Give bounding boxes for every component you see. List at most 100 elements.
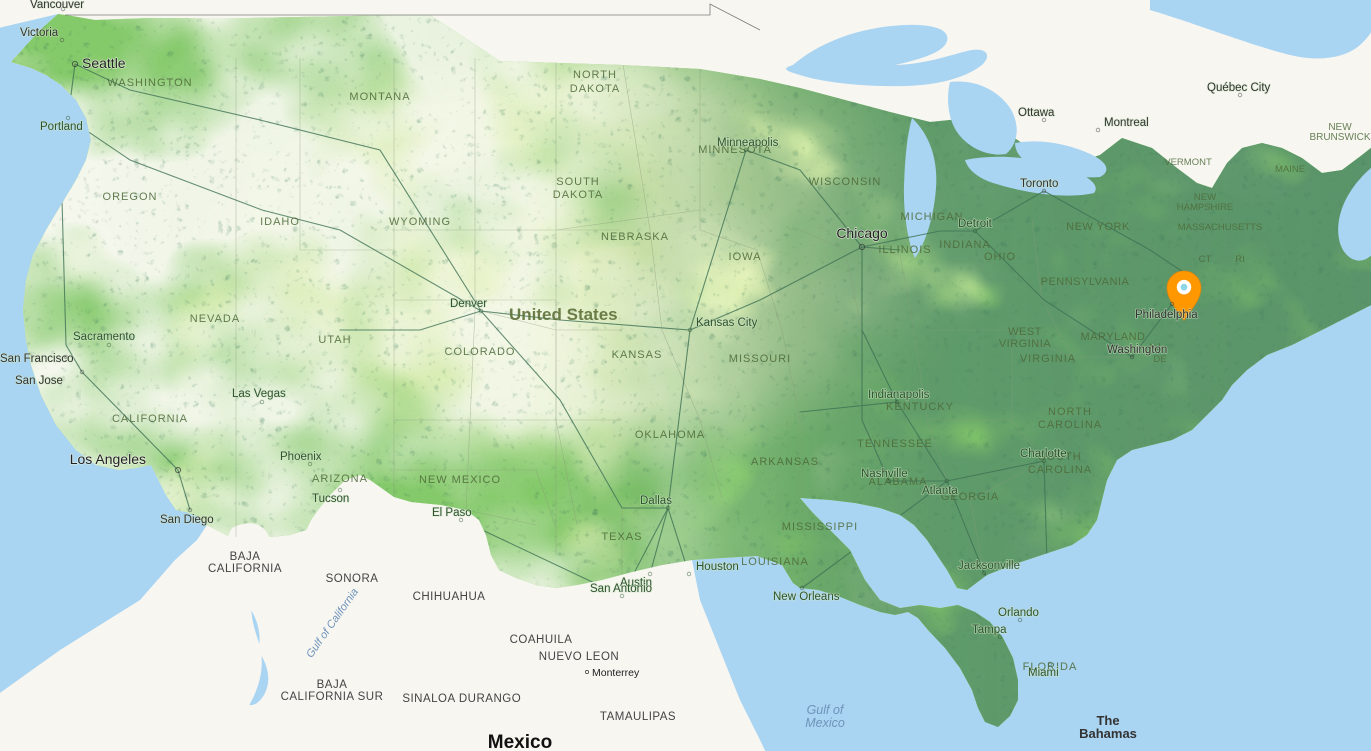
svg-text:Québec City: Québec City bbox=[1207, 82, 1271, 94]
svg-text:LOUISIANA: LOUISIANA bbox=[741, 556, 809, 568]
svg-text:MONTANA: MONTANA bbox=[349, 91, 410, 103]
svg-text:WISCONSIN: WISCONSIN bbox=[809, 176, 882, 188]
svg-text:CT: CT bbox=[1199, 254, 1212, 265]
svg-text:Mexico: Mexico bbox=[805, 716, 845, 730]
svg-text:HAMPSHIRE: HAMPSHIRE bbox=[1177, 202, 1233, 213]
svg-text:Portland: Portland bbox=[40, 121, 83, 133]
svg-text:DURANGO: DURANGO bbox=[459, 693, 521, 705]
svg-text:United States: United States bbox=[509, 305, 618, 324]
svg-text:CALIFORNIA: CALIFORNIA bbox=[112, 413, 188, 425]
svg-text:Monterrey: Monterrey bbox=[592, 667, 640, 679]
svg-text:Ottawa: Ottawa bbox=[1018, 107, 1055, 119]
svg-text:DAKOTA: DAKOTA bbox=[553, 189, 603, 201]
svg-text:NORTH: NORTH bbox=[573, 69, 617, 81]
svg-text:COLORADO: COLORADO bbox=[445, 346, 516, 358]
svg-text:Toronto: Toronto bbox=[1020, 178, 1058, 190]
svg-text:Indianapolis: Indianapolis bbox=[868, 389, 930, 401]
svg-text:NEVADA: NEVADA bbox=[190, 313, 240, 325]
svg-text:CAROLINA: CAROLINA bbox=[1028, 464, 1092, 476]
svg-text:VIRGINIA: VIRGINIA bbox=[999, 338, 1051, 350]
svg-text:NEW MEXICO: NEW MEXICO bbox=[419, 474, 501, 486]
svg-text:Kansas City: Kansas City bbox=[696, 317, 758, 329]
svg-text:PENNSYLVANIA: PENNSYLVANIA bbox=[1041, 276, 1130, 288]
svg-text:Sacramento: Sacramento bbox=[73, 331, 135, 343]
svg-text:Victoria: Victoria bbox=[20, 27, 59, 39]
svg-text:COAHUILA: COAHUILA bbox=[510, 634, 573, 646]
svg-text:WASHINGTON: WASHINGTON bbox=[107, 77, 192, 89]
svg-text:Las Vegas: Las Vegas bbox=[232, 388, 286, 400]
svg-text:TENNESSEE: TENNESSEE bbox=[857, 438, 933, 450]
svg-text:MICHIGAN: MICHIGAN bbox=[901, 211, 964, 223]
svg-text:Washington: Washington bbox=[1107, 344, 1167, 356]
svg-text:San Diego: San Diego bbox=[160, 514, 214, 526]
svg-text:SONORA: SONORA bbox=[326, 573, 379, 585]
svg-text:Chicago: Chicago bbox=[836, 225, 888, 241]
svg-text:Tucson: Tucson bbox=[312, 493, 349, 505]
svg-text:Phoenix: Phoenix bbox=[280, 451, 322, 463]
svg-text:UTAH: UTAH bbox=[318, 334, 351, 346]
svg-text:RI: RI bbox=[1235, 254, 1245, 265]
svg-text:Philadelphia: Philadelphia bbox=[1135, 309, 1198, 321]
svg-text:DAKOTA: DAKOTA bbox=[570, 83, 620, 95]
svg-text:KANSAS: KANSAS bbox=[612, 349, 663, 361]
svg-text:CAROLINA: CAROLINA bbox=[1038, 419, 1102, 431]
svg-text:OKLAHOMA: OKLAHOMA bbox=[635, 429, 705, 441]
svg-text:OREGON: OREGON bbox=[103, 191, 158, 203]
svg-text:NUEVO LEON: NUEVO LEON bbox=[539, 651, 619, 663]
svg-text:Orlando: Orlando bbox=[998, 607, 1039, 619]
svg-text:NORTH: NORTH bbox=[1048, 406, 1092, 418]
svg-text:INDIANA: INDIANA bbox=[939, 239, 991, 251]
svg-text:MAINE: MAINE bbox=[1275, 164, 1305, 175]
svg-text:San Jose: San Jose bbox=[15, 375, 63, 387]
svg-text:Minneapolis: Minneapolis bbox=[717, 137, 779, 149]
svg-text:San Francisco: San Francisco bbox=[0, 353, 74, 365]
svg-text:Gulf of: Gulf of bbox=[807, 703, 845, 717]
svg-text:El Paso: El Paso bbox=[432, 507, 472, 519]
svg-text:MASSACHUSETTS: MASSACHUSETTS bbox=[1178, 222, 1262, 233]
svg-text:Mexico: Mexico bbox=[488, 732, 552, 751]
svg-text:BRUNSWICK: BRUNSWICK bbox=[1309, 132, 1370, 143]
svg-text:TAMAULIPAS: TAMAULIPAS bbox=[600, 711, 676, 723]
svg-text:Houston: Houston bbox=[696, 561, 739, 573]
svg-text:Detroit: Detroit bbox=[958, 218, 993, 230]
svg-text:NEW YORK: NEW YORK bbox=[1066, 221, 1130, 233]
svg-text:Tampa: Tampa bbox=[972, 624, 1007, 636]
svg-text:Nashville: Nashville bbox=[861, 468, 908, 480]
svg-text:Jacksonville: Jacksonville bbox=[958, 560, 1020, 572]
svg-text:ILLINOIS: ILLINOIS bbox=[878, 244, 931, 256]
svg-text:SINALOA: SINALOA bbox=[402, 693, 455, 705]
svg-text:New Orleans: New Orleans bbox=[773, 591, 840, 603]
svg-text:NEBRASKA: NEBRASKA bbox=[601, 231, 669, 243]
svg-text:KENTUCKY: KENTUCKY bbox=[886, 401, 954, 413]
svg-text:CALIFORNIA: CALIFORNIA bbox=[208, 563, 282, 575]
svg-text:VIRGINIA: VIRGINIA bbox=[1020, 353, 1076, 365]
svg-text:Dallas: Dallas bbox=[640, 495, 672, 507]
svg-text:MISSOURI: MISSOURI bbox=[729, 353, 791, 365]
svg-text:ARKANSAS: ARKANSAS bbox=[751, 456, 819, 468]
svg-text:CHIHUAHUA: CHIHUAHUA bbox=[413, 591, 486, 603]
svg-text:SOUTH: SOUTH bbox=[556, 176, 600, 188]
svg-text:Los Angeles: Los Angeles bbox=[70, 451, 146, 467]
svg-text:Montreal: Montreal bbox=[1104, 117, 1149, 129]
svg-text:TEXAS: TEXAS bbox=[601, 531, 642, 543]
svg-text:WEST: WEST bbox=[1008, 326, 1042, 338]
svg-text:VERMONT: VERMONT bbox=[1164, 157, 1212, 168]
svg-text:Vancouver: Vancouver bbox=[30, 0, 84, 11]
svg-text:MARYLAND: MARYLAND bbox=[1081, 331, 1146, 343]
svg-text:CALIFORNIA SUR: CALIFORNIA SUR bbox=[281, 691, 384, 703]
svg-text:IDAHO: IDAHO bbox=[260, 216, 300, 228]
svg-text:Bahamas: Bahamas bbox=[1079, 726, 1137, 741]
svg-text:Miami: Miami bbox=[1028, 667, 1059, 679]
svg-text:Charlotte: Charlotte bbox=[1020, 448, 1067, 460]
svg-text:Denver: Denver bbox=[450, 298, 487, 310]
svg-text:OHIO: OHIO bbox=[984, 251, 1016, 263]
svg-text:BAJA: BAJA bbox=[317, 679, 348, 691]
svg-text:WYOMING: WYOMING bbox=[389, 216, 451, 228]
svg-text:BAJA: BAJA bbox=[230, 551, 261, 563]
svg-text:ARIZONA: ARIZONA bbox=[312, 473, 368, 485]
svg-text:San Antonio: San Antonio bbox=[590, 583, 652, 595]
svg-text:Seattle: Seattle bbox=[82, 55, 126, 71]
svg-text:IOWA: IOWA bbox=[729, 251, 762, 263]
svg-text:Atlanta: Atlanta bbox=[922, 485, 958, 497]
svg-text:MISSISSIPPI: MISSISSIPPI bbox=[782, 521, 858, 533]
